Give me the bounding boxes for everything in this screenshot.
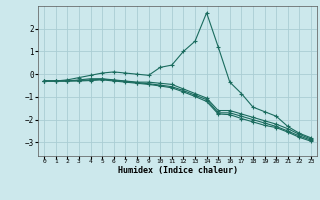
X-axis label: Humidex (Indice chaleur): Humidex (Indice chaleur) [118,166,238,175]
